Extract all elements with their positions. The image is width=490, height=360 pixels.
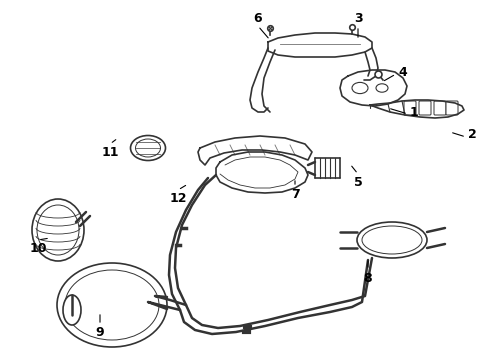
Ellipse shape [63, 295, 81, 325]
Ellipse shape [65, 270, 159, 340]
Ellipse shape [37, 205, 79, 255]
Text: 11: 11 [101, 145, 119, 158]
Ellipse shape [32, 199, 84, 261]
FancyBboxPatch shape [434, 101, 446, 115]
Ellipse shape [352, 82, 368, 94]
Text: 2: 2 [468, 129, 477, 141]
Text: 6: 6 [254, 12, 262, 24]
FancyBboxPatch shape [419, 101, 431, 115]
Ellipse shape [57, 263, 167, 347]
Text: 10: 10 [29, 242, 47, 255]
Ellipse shape [362, 226, 422, 254]
FancyBboxPatch shape [446, 101, 458, 115]
Ellipse shape [130, 135, 166, 161]
FancyBboxPatch shape [404, 101, 416, 115]
Ellipse shape [376, 84, 388, 92]
Text: 12: 12 [169, 192, 187, 204]
Ellipse shape [136, 139, 161, 157]
Text: 8: 8 [364, 271, 372, 284]
Ellipse shape [357, 222, 427, 258]
Text: 9: 9 [96, 327, 104, 339]
Text: 1: 1 [410, 105, 419, 118]
Text: 5: 5 [354, 175, 363, 189]
Text: 3: 3 [354, 12, 362, 24]
Text: 7: 7 [291, 189, 299, 202]
Text: 4: 4 [398, 66, 407, 78]
